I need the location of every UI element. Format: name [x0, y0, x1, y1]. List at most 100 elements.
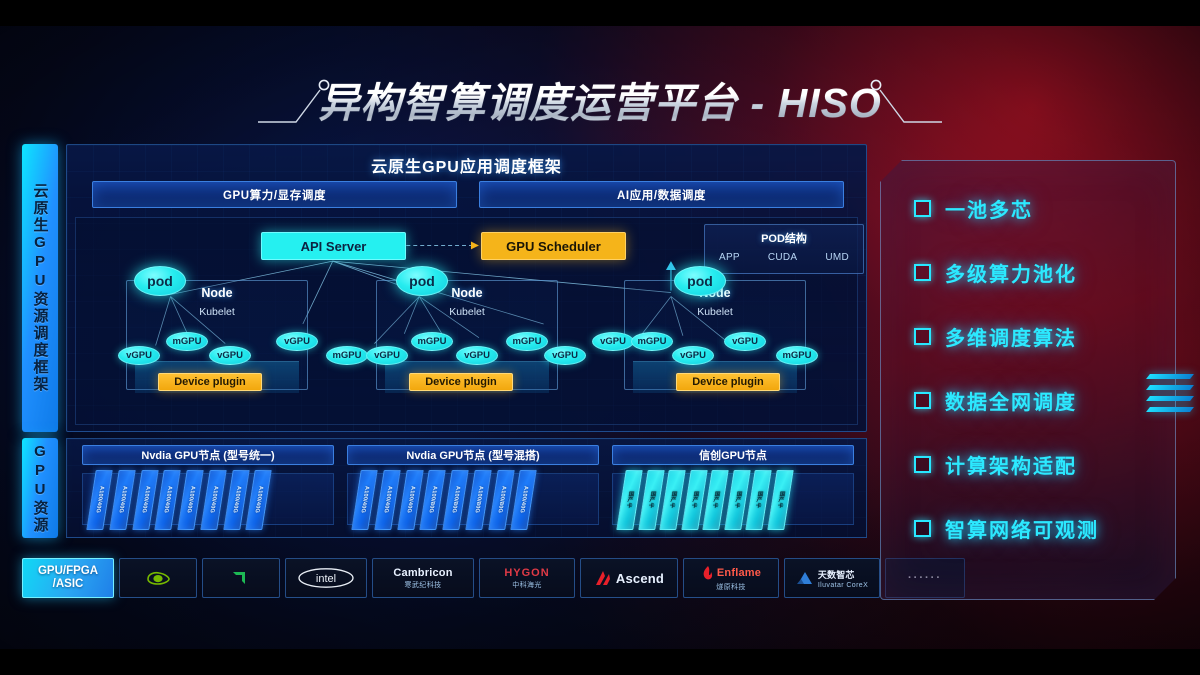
api-server-box[interactable]: API Server: [261, 232, 406, 260]
vendor-name: Cambricon: [393, 566, 453, 579]
title-area: 异构智算调度运营平台 - HISO: [0, 68, 1200, 130]
node-3-gpu-4[interactable]: mGPU: [776, 346, 818, 365]
node-3-gpu-1[interactable]: mGPU: [631, 332, 673, 351]
node-2-gpu-3[interactable]: vGPU: [456, 346, 498, 365]
vendor-logo-gpu-fpga[interactable]: GPU/FPGA/ASIC: [22, 558, 114, 598]
checkbox-icon: [914, 199, 931, 217]
vendor-logo-amd[interactable]: [202, 558, 280, 598]
gpu-card-label: 国产卡: [646, 491, 656, 509]
vendor-name: HYGON: [504, 566, 550, 579]
gpu-card-label: A100/80G: [473, 486, 484, 514]
pod-structure-title: POD结构: [761, 233, 807, 245]
node-2-gpu-2[interactable]: mGPU: [411, 332, 453, 351]
node-1-subtitle: Kubelet: [199, 306, 235, 318]
device-plugin-3[interactable]: Device plugin: [676, 373, 780, 391]
rail-label-gpu-resources: GPU资源: [31, 442, 49, 534]
pod-structure-item-app: APP: [718, 252, 740, 263]
node-2-gpu-5[interactable]: vGPU: [544, 346, 586, 365]
gpu-card-label: A100/40G: [359, 486, 370, 514]
node-1-gpu-4[interactable]: vGPU: [276, 332, 318, 351]
gpu-card[interactable]: A100/40G: [222, 470, 250, 530]
vendor-lockup: Enflame: [701, 565, 761, 581]
node-1-gpu-2[interactable]: mGPU: [166, 332, 208, 351]
gpu-card-label: A100/80G: [450, 486, 461, 514]
vendor-logo-ascend[interactable]: Ascend: [580, 558, 678, 598]
gpu-card[interactable]: A100/40G: [351, 470, 378, 530]
gpu-card-label: A100/40G: [139, 486, 151, 514]
gpu-card-tray-3: 国产卡 国产卡 国产卡 国产卡 国产卡 国产卡 国产卡 国产卡: [612, 470, 854, 530]
gpu-card-label: A100/40G: [382, 486, 393, 514]
title-decoration-right: [812, 68, 942, 130]
gpu-card[interactable]: 国产卡: [766, 470, 794, 530]
gpu-card[interactable]: A100/80G: [419, 470, 447, 530]
gpu-card[interactable]: A100/40G: [373, 470, 401, 530]
checkbox-icon: [914, 391, 931, 409]
vendor-subname: 寒武纪科技: [404, 581, 442, 589]
band-label-1: GPU算力/显存调度: [222, 189, 327, 202]
vendor-logo-nvidia[interactable]: [119, 558, 197, 598]
feature-item-1[interactable]: 一池多芯: [914, 188, 1160, 228]
node-1-gpu-1[interactable]: vGPU: [118, 346, 160, 365]
feature-item-6[interactable]: 智算网络可观测: [914, 508, 1160, 548]
nvidia-eye-icon: [147, 571, 170, 585]
title-decoration-left: [258, 68, 388, 130]
vendor-logo-[interactable]: 天数智芯 Iluvatar CoreX: [784, 558, 880, 598]
gpu-card-label: A100/40G: [117, 486, 128, 514]
gpu-card-label: 国产卡: [732, 491, 742, 509]
gpu-card[interactable]: A100/40G: [86, 470, 113, 530]
gpu-card[interactable]: A100/40G: [199, 470, 227, 530]
gpu-card[interactable]: A100/80G: [487, 470, 515, 530]
gpu-card[interactable]: A100/40G: [154, 470, 182, 530]
device-plugin-2[interactable]: Device plugin: [409, 373, 513, 391]
device-plugin-1[interactable]: Device plugin: [158, 373, 262, 391]
vendor-logo-hygon[interactable]: HYGON 中科海光: [479, 558, 575, 598]
feature-item-4[interactable]: 数据全网调度: [914, 380, 1160, 420]
pod-node-3[interactable]: pod: [674, 266, 726, 296]
node-3-gpu-2[interactable]: vGPU: [672, 346, 714, 365]
vendor-logo-enflame[interactable]: Enflame 燧原科技: [683, 558, 779, 598]
node-3-subtitle: Kubelet: [697, 306, 733, 318]
band-label-2: AI应用/数据调度: [616, 189, 707, 202]
gpu-card[interactable]: A100/80G: [464, 470, 492, 530]
gpu-card[interactable]: A100/40G: [510, 470, 538, 530]
enflame-flame-icon: [703, 565, 712, 579]
feature-item-3[interactable]: 多维调度算法: [914, 316, 1160, 356]
framework-inner: API Server GPU Scheduler POD结构 APP CUDA …: [75, 217, 864, 425]
iluvatar-mountain-icon: [796, 572, 812, 584]
node-1-gpu-3[interactable]: vGPU: [209, 346, 251, 365]
gpu-card[interactable]: A100/40G: [108, 470, 136, 530]
feature-label-3: 多维调度算法: [945, 327, 1077, 350]
gpu-card[interactable]: A100/40G: [131, 470, 159, 530]
gpu-card-label: 国产卡: [775, 491, 785, 509]
gpu-group-label-1: Nvdia GPU节点 (型号统一): [141, 450, 275, 462]
node-2-gpu-1[interactable]: vGPU: [366, 346, 408, 365]
gpu-card[interactable]: A100/40G: [177, 470, 204, 530]
node-1-gpu-5[interactable]: mGPU: [326, 346, 368, 365]
vendor-name: Ascend: [615, 570, 665, 586]
vendor-logo-cambricon[interactable]: Cambricon 寒武纪科技: [372, 558, 474, 598]
pod-structure-item-umd: UMD: [825, 252, 849, 263]
feature-item-2[interactable]: 多级算力池化: [914, 252, 1160, 292]
gpu-card[interactable]: A100/40G: [396, 470, 424, 530]
vendor-subname: 中科海光: [512, 581, 542, 589]
pod-node-2[interactable]: pod: [396, 266, 448, 296]
page-title: 异构智算调度运营平台 - HISO: [318, 69, 882, 129]
feature-label-2: 多级算力池化: [945, 263, 1077, 286]
gpu-group-header-2: Nvdia GPU节点 (型号混搭): [347, 445, 599, 465]
feature-item-5[interactable]: 计算架构适配: [914, 444, 1160, 484]
gpu-card[interactable]: A100/80G: [442, 470, 469, 530]
node-3-gpu-3[interactable]: vGPU: [724, 332, 766, 351]
gpu-scheduler-box[interactable]: GPU Scheduler: [481, 232, 626, 260]
checkbox-icon: [914, 519, 931, 537]
vendor-logo-intel[interactable]: intel: [285, 558, 367, 598]
band-ai-data: AI应用/数据调度: [479, 181, 844, 208]
pod-node-1[interactable]: pod: [134, 266, 186, 296]
vendor-subname: Iluvatar CoreX: [817, 581, 869, 589]
pod-structure-box: POD结构 APP CUDA UMD: [704, 224, 864, 274]
gpu-card-label: 国产卡: [711, 491, 720, 509]
gpu-card[interactable]: A100/40G: [245, 470, 273, 530]
node-2-gpu-4[interactable]: mGPU: [506, 332, 548, 351]
checkbox-icon: [914, 327, 931, 345]
node-2-gpu-6[interactable]: vGPU: [592, 332, 634, 351]
checkbox-icon: [914, 263, 931, 281]
